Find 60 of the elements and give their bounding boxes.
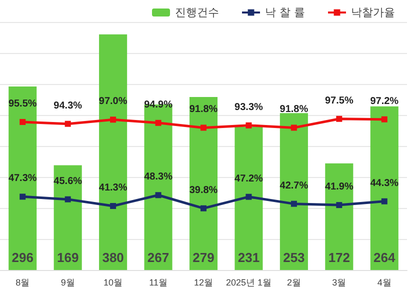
point	[381, 116, 388, 122]
data-label: 253	[283, 250, 305, 265]
data-label: 94.3%	[54, 100, 82, 112]
data-label: 47.3%	[8, 173, 37, 184]
point	[64, 196, 71, 202]
data-label: 91.8%	[280, 104, 308, 116]
point	[336, 202, 342, 208]
x-tick-label: 11월	[149, 278, 168, 288]
x-tick-label: 2025년 1월	[226, 278, 272, 288]
data-label: 169	[56, 250, 79, 265]
point	[155, 192, 162, 198]
data-label: 264	[374, 250, 396, 265]
point	[110, 202, 116, 209]
bar	[370, 106, 398, 270]
data-label: 97.5%	[324, 95, 354, 106]
data-label: 97.2%	[370, 96, 399, 107]
point	[64, 120, 71, 127]
data-label: 296	[12, 250, 34, 265]
legend-label: 낙 찰 률	[265, 6, 306, 19]
data-label: 97.0%	[98, 96, 128, 108]
x-tick-label: 4월	[377, 278, 392, 288]
bar	[8, 86, 37, 270]
point	[155, 120, 162, 126]
data-label: 39.8%	[189, 184, 218, 196]
data-label: 95.5%	[8, 98, 37, 110]
point	[246, 194, 252, 200]
data-label: 93.3%	[234, 102, 264, 113]
data-label: 231	[238, 250, 260, 265]
x-tick-label: 9월	[60, 278, 75, 288]
bar	[325, 163, 354, 270]
bar	[99, 34, 128, 270]
point	[290, 200, 297, 207]
legend-label: 진행건수	[175, 6, 220, 19]
point	[20, 118, 26, 125]
data-label: 48.3%	[144, 172, 173, 183]
data-label: 172	[328, 250, 350, 265]
bar	[234, 126, 263, 270]
x-tick-label: 10월	[104, 278, 123, 288]
x-tick-label: 8월	[16, 278, 30, 288]
legend-label: 낙찰가율	[351, 6, 395, 19]
point	[246, 122, 252, 128]
bar	[54, 165, 82, 270]
bar	[189, 97, 218, 270]
point	[200, 205, 206, 212]
data-label: 380	[102, 250, 124, 265]
point	[20, 194, 26, 200]
data-label: 267	[147, 250, 170, 265]
data-label: 41.3%	[98, 182, 128, 194]
data-label: 279	[192, 250, 214, 265]
point	[336, 116, 342, 122]
point	[381, 198, 388, 204]
bar	[280, 113, 308, 270]
data-label: 91.8%	[189, 104, 218, 116]
point	[200, 124, 206, 131]
x-tick-label: 3월	[332, 278, 346, 288]
point	[110, 116, 116, 123]
x-tick-label: 12월	[194, 278, 214, 288]
data-label: 47.2%	[234, 173, 264, 184]
x-tick-label: 2월	[286, 278, 301, 288]
point	[290, 124, 297, 131]
